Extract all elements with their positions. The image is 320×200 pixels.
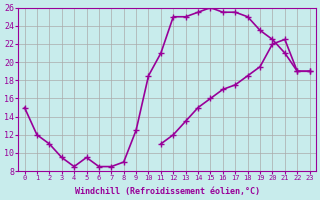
X-axis label: Windchill (Refroidissement éolien,°C): Windchill (Refroidissement éolien,°C) bbox=[75, 187, 260, 196]
